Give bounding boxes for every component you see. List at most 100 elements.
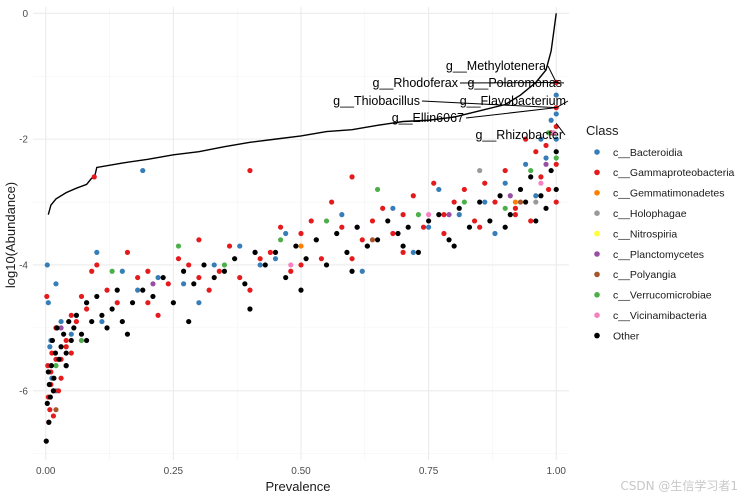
data-point <box>436 186 442 193</box>
data-point <box>512 205 519 211</box>
legend-label: Other <box>613 330 640 342</box>
data-point <box>446 212 452 218</box>
data-point <box>507 212 513 218</box>
data-point <box>477 199 483 205</box>
data-point <box>84 337 90 344</box>
data-point <box>53 363 59 369</box>
data-point <box>44 400 50 406</box>
annotation-leader-line <box>556 82 565 84</box>
cumulative-line <box>47 13 557 215</box>
data-point <box>211 274 217 281</box>
data-point <box>191 281 197 287</box>
data-point <box>426 212 432 218</box>
data-point <box>528 174 534 180</box>
data-point <box>323 262 330 268</box>
data-point <box>247 167 253 174</box>
data-point <box>334 230 340 237</box>
data-point <box>175 256 182 262</box>
data-point <box>293 243 299 249</box>
data-point <box>196 237 202 243</box>
data-point <box>140 167 146 174</box>
data-point <box>390 205 396 211</box>
data-point <box>94 293 100 300</box>
data-point <box>553 161 559 167</box>
data-point <box>196 300 202 306</box>
data-point <box>89 318 95 325</box>
data-point <box>456 212 462 218</box>
annotation-leader-line <box>421 100 557 109</box>
data-point <box>145 268 151 274</box>
data-point <box>298 287 304 293</box>
legend-swatch <box>594 190 600 196</box>
data-point <box>553 136 559 142</box>
data-point <box>221 262 228 268</box>
data-point <box>232 256 238 262</box>
data-point <box>502 180 508 186</box>
data-point <box>68 312 74 318</box>
legend-swatch <box>594 230 600 237</box>
data-point <box>73 312 79 318</box>
data-point <box>512 199 519 205</box>
data-point <box>135 287 141 293</box>
legend-swatch <box>594 251 600 257</box>
data-point <box>180 281 187 287</box>
data-point <box>492 230 498 237</box>
legend-swatch <box>594 210 600 216</box>
legend-label: c__Verrucomicrobiae <box>613 290 712 302</box>
cumulative-abundance-line <box>47 13 557 215</box>
data-point <box>206 287 212 293</box>
legend-label: c__Gemmatimonadetes <box>613 188 724 200</box>
data-point <box>104 325 110 331</box>
data-point <box>267 249 273 255</box>
data-point <box>104 287 110 293</box>
data-point <box>155 274 161 281</box>
data-point <box>323 218 330 224</box>
data-point <box>277 237 284 243</box>
data-point <box>252 249 258 255</box>
data-point <box>298 262 304 268</box>
legend-label: c__Bacteroidia <box>613 147 683 159</box>
data-point <box>410 193 416 199</box>
data-point <box>369 218 376 224</box>
data-point <box>374 186 381 193</box>
data-point <box>528 167 534 174</box>
data-point <box>145 300 151 306</box>
data-point <box>84 306 90 312</box>
annotation-leader-line <box>459 82 557 84</box>
data-point <box>61 331 67 337</box>
data-point <box>400 212 406 218</box>
data-point <box>277 224 284 230</box>
data-point <box>533 218 539 224</box>
data-point <box>395 230 401 237</box>
data-point <box>369 237 376 243</box>
data-point <box>553 199 559 205</box>
data-point <box>487 218 493 224</box>
x-tick-label: 1.00 <box>547 466 567 477</box>
data-point <box>538 180 544 186</box>
data-point <box>63 350 69 356</box>
data-point <box>47 344 53 350</box>
data-point <box>415 212 422 218</box>
data-point <box>237 243 243 249</box>
y-axis-title: log10(Abundance) <box>3 182 18 288</box>
data-point <box>466 224 473 230</box>
data-point <box>63 337 69 344</box>
annotation-leader-line <box>547 65 557 83</box>
data-point <box>400 243 406 249</box>
data-point <box>426 218 432 224</box>
data-point <box>78 331 85 337</box>
data-point <box>46 381 52 388</box>
data-point <box>517 186 524 193</box>
data-point <box>512 212 519 218</box>
data-point <box>186 318 192 325</box>
data-point <box>180 268 187 274</box>
data-point <box>349 256 355 262</box>
data-point <box>288 262 294 268</box>
data-point <box>211 262 217 268</box>
data-point <box>45 300 51 306</box>
data-point <box>247 306 253 312</box>
data-point <box>55 388 62 394</box>
data-point <box>298 230 304 237</box>
data-point <box>492 199 498 205</box>
data-point <box>339 224 345 230</box>
